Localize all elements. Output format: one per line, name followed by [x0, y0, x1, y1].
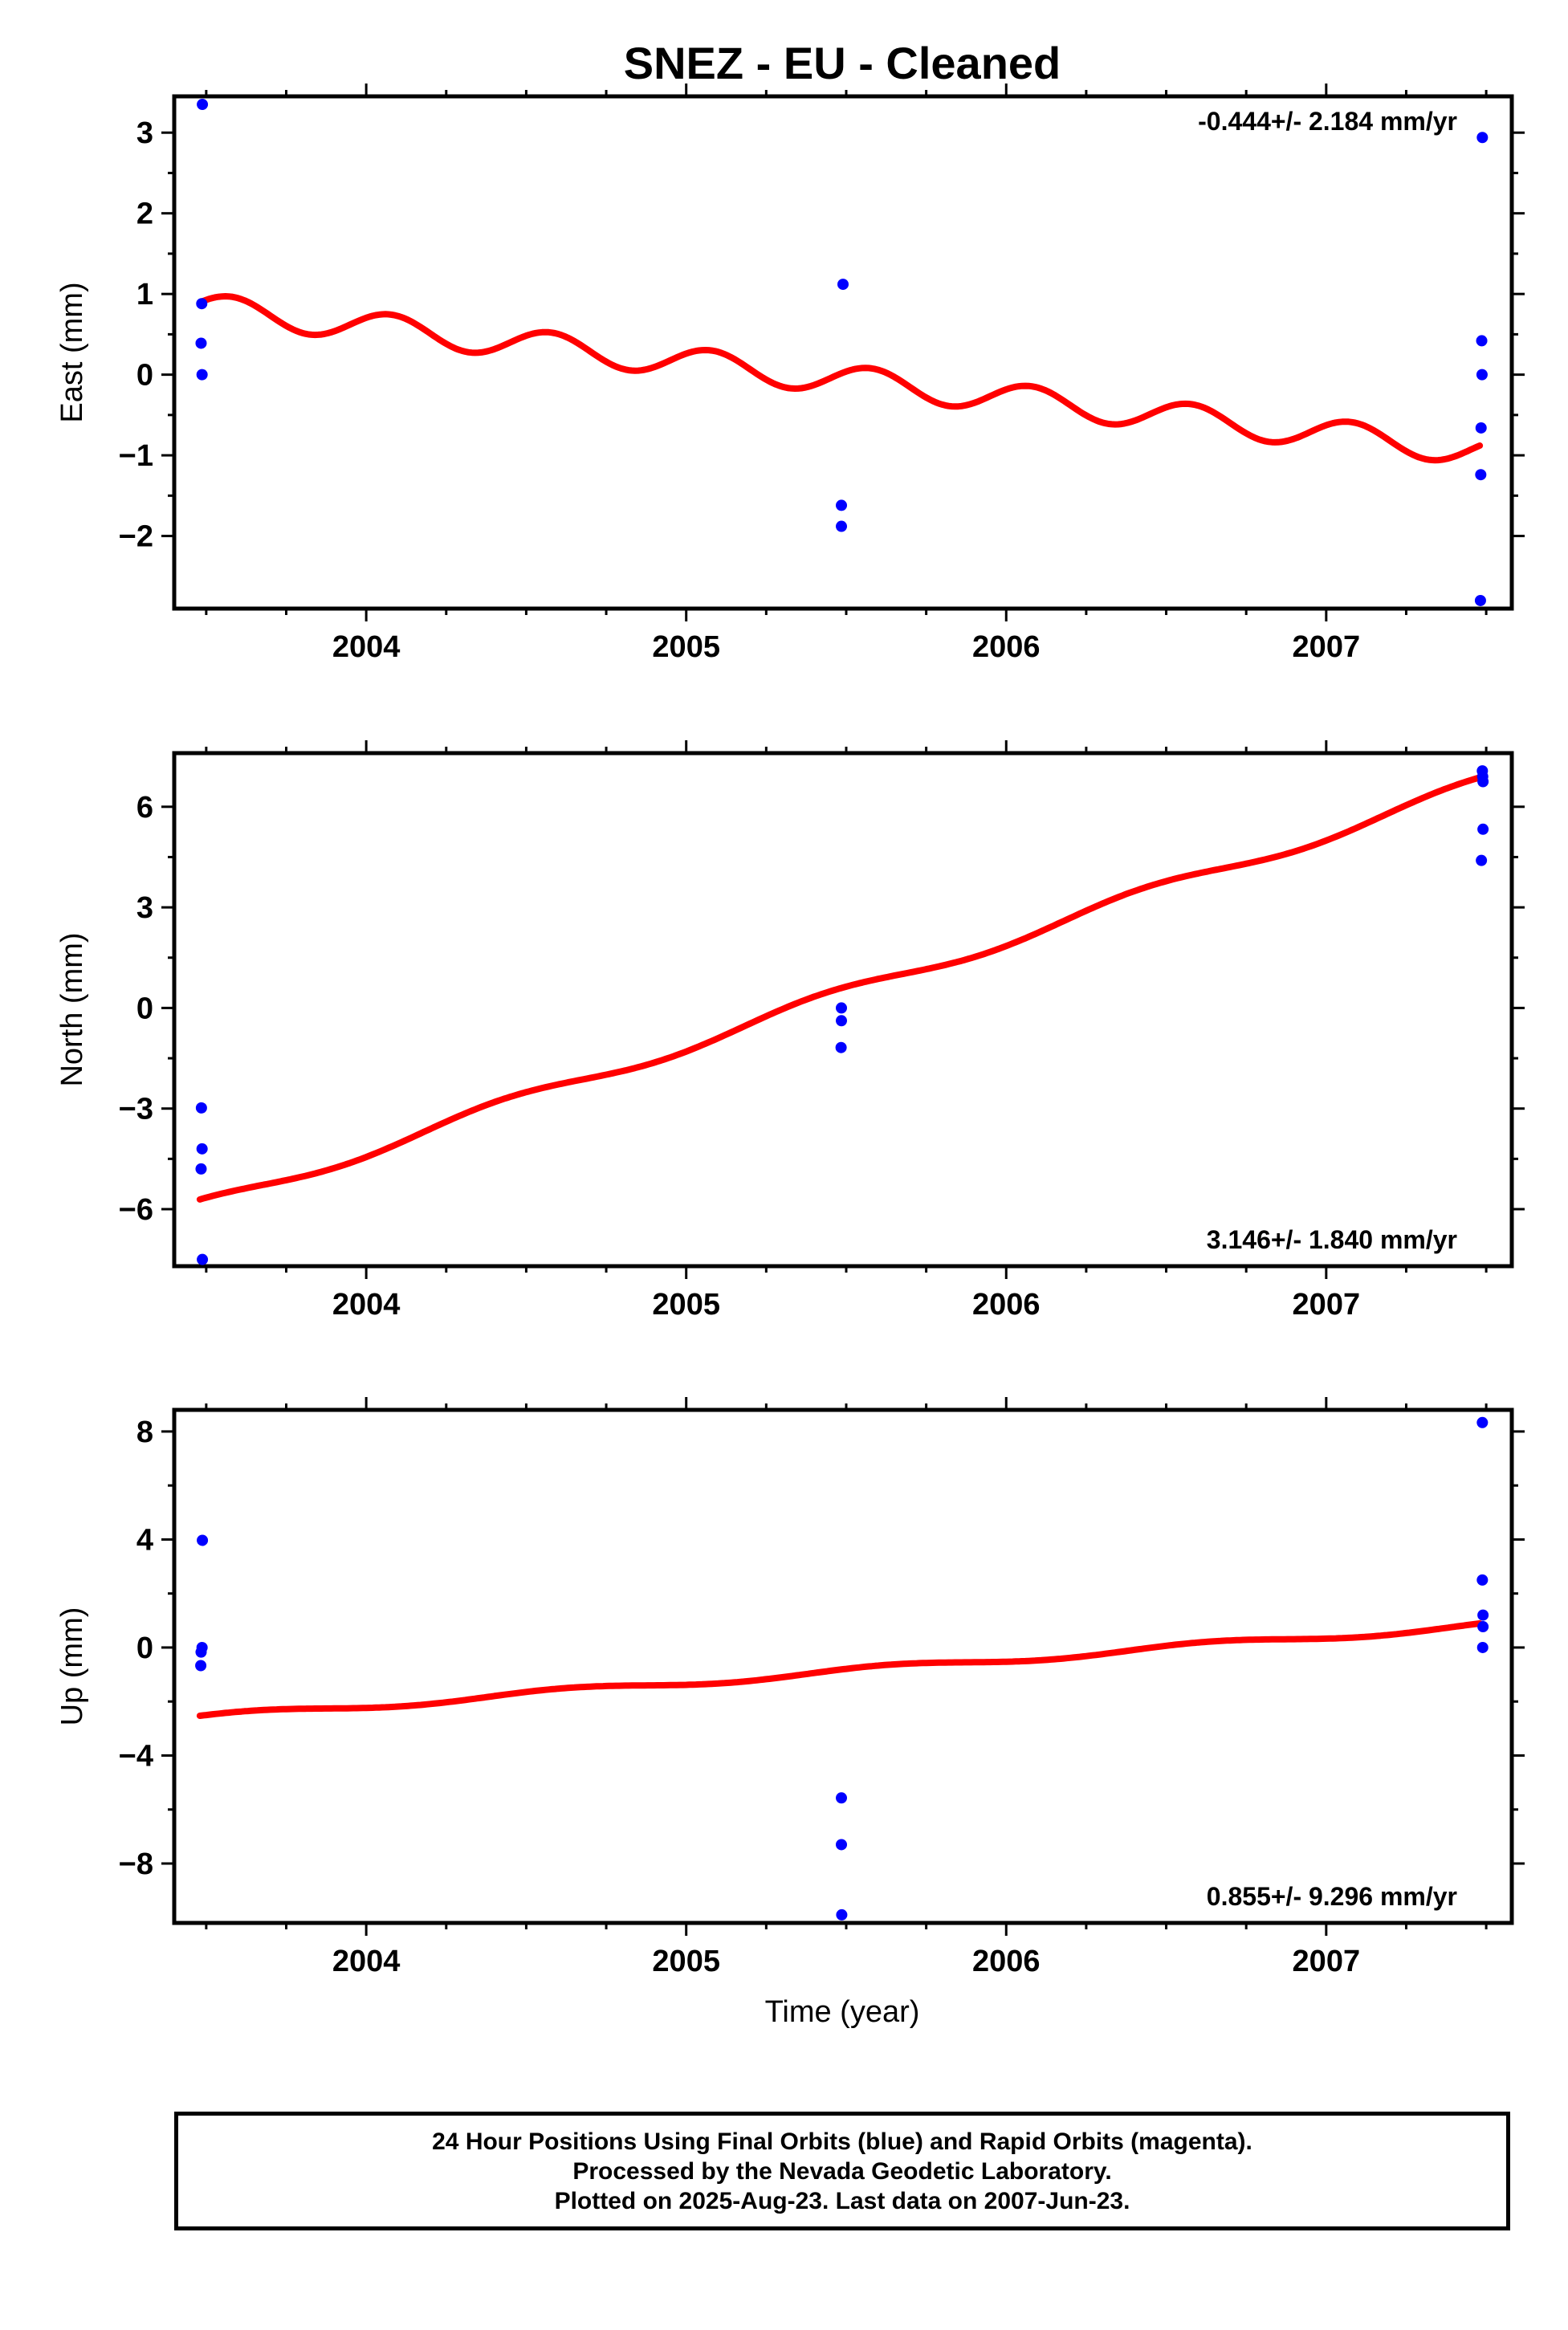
east-observation-point	[1474, 594, 1486, 606]
up-x-tick-label: 2004	[332, 1945, 401, 1978]
north-y-tick-label: −6	[119, 1193, 153, 1227]
panel-up: 8 4 0 −4 −8 2004 2005 2006 2007 Up (mm) 0.855+/- 9…	[55, 1397, 1525, 1978]
up-observation-point	[195, 1660, 207, 1672]
up-observation-point	[1476, 1574, 1489, 1586]
east-x-tick-label: 2006	[972, 630, 1041, 664]
east-observation-point	[195, 337, 207, 349]
north-observation-point	[835, 1041, 847, 1053]
east-y-tick-label: −2	[119, 520, 153, 554]
panels-layer: 3 2 1 0 −1 −2 2004 2005 2006 2007 East (mm) -0.444+…	[55, 84, 1525, 1978]
panel-north: 6 3 0 −3 −6 2004 2005 2006 2007 North (mm) 3.146+/…	[55, 740, 1525, 1322]
north-x-tick-label: 2007	[1293, 1288, 1361, 1322]
north-y-tick-label: 3	[136, 891, 153, 925]
footer-info-box: 24 Hour Positions Using Final Orbits (bl…	[174, 2112, 1510, 2230]
east-observation-point	[196, 298, 208, 310]
north-x-tick-label: 2006	[972, 1288, 1041, 1322]
east-observation-point	[1475, 469, 1487, 481]
north-observation-point	[1476, 854, 1488, 866]
north-y-tick-label: −3	[119, 1093, 153, 1126]
footer-line-processed-by: Processed by the Nevada Geodetic Laborat…	[572, 2157, 1112, 2185]
north-plot-frame	[172, 751, 1514, 1269]
east-observation-point	[836, 520, 848, 532]
east-observation-point	[1476, 335, 1488, 347]
east-model-curve	[196, 293, 1484, 464]
up-y-tick-label: −4	[119, 1739, 153, 1773]
up-x-tick-label: 2006	[972, 1945, 1041, 1978]
north-observation-point	[195, 1102, 207, 1114]
up-y-axis-label: Up (mm)	[55, 1607, 89, 1726]
east-observation-point	[1476, 132, 1489, 144]
east-y-tick-label: 3	[136, 116, 153, 150]
north-x-tick-label: 2005	[652, 1288, 720, 1322]
east-x-tick-label: 2007	[1293, 630, 1361, 664]
up-observation-point	[197, 1534, 209, 1546]
east-y-tick-label: 0	[136, 359, 153, 393]
up-y-tick-label: 8	[136, 1416, 153, 1449]
chart-title: SNEZ - EU - Cleaned	[624, 38, 1061, 88]
footer-line-orbits: 24 Hour Positions Using Final Orbits (bl…	[432, 2128, 1252, 2155]
up-x-tick-label: 2005	[652, 1945, 720, 1978]
up-observation-point	[1476, 1641, 1489, 1653]
north-model-curve	[196, 774, 1484, 1203]
up-x-tick-label: 2007	[1293, 1945, 1361, 1978]
east-observation-point	[1475, 422, 1487, 434]
footer-line-dates: Plotted on 2025-Aug-23. Last data on 200…	[554, 2187, 1130, 2214]
north-y-tick-label: 0	[136, 992, 153, 1025]
up-observation-point	[836, 1792, 848, 1804]
north-rate-label: 3.146+/- 1.840 mm/yr	[1207, 1225, 1457, 1254]
east-y-axis-label: East (mm)	[55, 282, 89, 422]
up-plot-frame	[172, 1407, 1514, 1925]
north-observation-point	[836, 1015, 848, 1027]
east-observation-point	[836, 499, 848, 511]
up-y-tick-label: 4	[136, 1523, 153, 1557]
up-rate-label: 0.855+/- 9.296 mm/yr	[1207, 1882, 1457, 1911]
up-model-curve	[196, 1620, 1484, 1719]
north-observation-point	[1477, 823, 1489, 835]
north-y-tick-label: 6	[136, 791, 153, 825]
east-y-tick-label: 1	[136, 278, 153, 312]
east-observation-point	[196, 369, 208, 381]
up-observation-point	[1476, 1416, 1489, 1428]
up-observation-point	[836, 1908, 848, 1921]
east-y-tick-label: −1	[119, 439, 153, 473]
east-x-tick-label: 2004	[332, 630, 401, 664]
up-y-tick-label: 0	[136, 1631, 153, 1665]
up-observation-point	[1477, 1621, 1489, 1633]
north-y-axis-label: North (mm)	[55, 932, 89, 1086]
east-x-tick-label: 2005	[652, 630, 720, 664]
north-observation-point	[197, 1253, 209, 1265]
north-observation-point	[195, 1163, 207, 1175]
north-observation-point	[196, 1143, 208, 1155]
east-rate-label: -0.444+/- 2.184 mm/yr	[1198, 107, 1457, 136]
north-observation-point	[836, 1002, 848, 1014]
up-y-tick-label: −8	[119, 1847, 153, 1881]
north-x-tick-label: 2004	[332, 1288, 401, 1322]
east-observation-point	[197, 99, 209, 111]
up-observation-point	[836, 1839, 848, 1851]
panel-east: 3 2 1 0 −1 −2 2004 2005 2006 2007 East (mm) -0.444+…	[55, 84, 1525, 664]
east-observation-point	[837, 279, 849, 291]
up-observation-point	[195, 1646, 207, 1658]
up-observation-point	[1477, 1609, 1489, 1621]
east-y-tick-label: 2	[136, 198, 153, 231]
east-plot-frame	[172, 94, 1514, 611]
x-axis-label: Time (year)	[765, 1995, 920, 2029]
north-observation-point	[1477, 776, 1489, 788]
east-observation-point	[1476, 369, 1488, 381]
